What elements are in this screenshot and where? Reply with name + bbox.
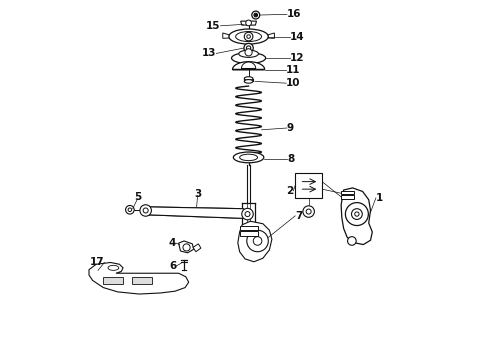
Circle shape bbox=[244, 43, 253, 53]
Ellipse shape bbox=[236, 32, 262, 41]
Polygon shape bbox=[341, 188, 372, 244]
Bar bbox=[240, 226, 258, 230]
Polygon shape bbox=[193, 244, 201, 252]
Text: 16: 16 bbox=[287, 9, 301, 19]
Polygon shape bbox=[179, 241, 194, 253]
Text: 17: 17 bbox=[90, 257, 104, 267]
Polygon shape bbox=[223, 33, 229, 39]
Polygon shape bbox=[242, 62, 256, 68]
Ellipse shape bbox=[240, 154, 258, 161]
Circle shape bbox=[247, 230, 269, 252]
Circle shape bbox=[183, 244, 190, 251]
Circle shape bbox=[125, 206, 134, 214]
Text: 7: 7 bbox=[295, 211, 303, 221]
Ellipse shape bbox=[239, 50, 258, 57]
Bar bbox=[240, 231, 258, 235]
Circle shape bbox=[252, 11, 260, 19]
Circle shape bbox=[140, 205, 151, 216]
Text: 12: 12 bbox=[290, 53, 304, 63]
Text: 4: 4 bbox=[169, 238, 176, 248]
Ellipse shape bbox=[233, 152, 264, 163]
Text: 14: 14 bbox=[290, 32, 304, 41]
Circle shape bbox=[254, 13, 258, 17]
Polygon shape bbox=[241, 21, 256, 25]
Polygon shape bbox=[143, 207, 250, 219]
Circle shape bbox=[351, 209, 362, 220]
Text: 15: 15 bbox=[206, 21, 220, 31]
Polygon shape bbox=[89, 262, 189, 294]
Text: 1: 1 bbox=[376, 193, 383, 203]
Text: 8: 8 bbox=[287, 154, 294, 164]
Bar bbox=[341, 191, 354, 194]
Text: 3: 3 bbox=[194, 189, 201, 199]
Circle shape bbox=[306, 209, 311, 214]
Ellipse shape bbox=[245, 77, 253, 80]
Polygon shape bbox=[238, 221, 272, 262]
Circle shape bbox=[245, 32, 253, 41]
Text: 9: 9 bbox=[287, 123, 294, 133]
Ellipse shape bbox=[108, 265, 119, 270]
Circle shape bbox=[245, 212, 250, 217]
Circle shape bbox=[143, 208, 148, 213]
Circle shape bbox=[245, 49, 252, 56]
Text: 6: 6 bbox=[169, 261, 176, 271]
Text: 11: 11 bbox=[286, 64, 301, 75]
Bar bbox=[341, 195, 354, 199]
Circle shape bbox=[245, 20, 251, 26]
Polygon shape bbox=[232, 62, 265, 69]
Circle shape bbox=[247, 35, 250, 39]
Circle shape bbox=[128, 208, 132, 212]
Circle shape bbox=[253, 237, 262, 245]
Circle shape bbox=[347, 237, 356, 245]
Ellipse shape bbox=[229, 29, 269, 44]
Text: 13: 13 bbox=[202, 48, 216, 58]
Bar bbox=[295, 173, 322, 198]
Circle shape bbox=[303, 206, 315, 217]
Circle shape bbox=[242, 208, 253, 220]
Circle shape bbox=[355, 212, 359, 216]
Ellipse shape bbox=[245, 80, 253, 83]
Text: 5: 5 bbox=[134, 192, 141, 202]
Ellipse shape bbox=[232, 53, 266, 63]
Bar bbox=[103, 277, 123, 284]
Polygon shape bbox=[269, 33, 274, 39]
Circle shape bbox=[246, 46, 251, 50]
Bar bbox=[132, 277, 152, 284]
Circle shape bbox=[345, 203, 368, 226]
Text: 2: 2 bbox=[286, 186, 294, 196]
Text: 10: 10 bbox=[286, 78, 301, 88]
